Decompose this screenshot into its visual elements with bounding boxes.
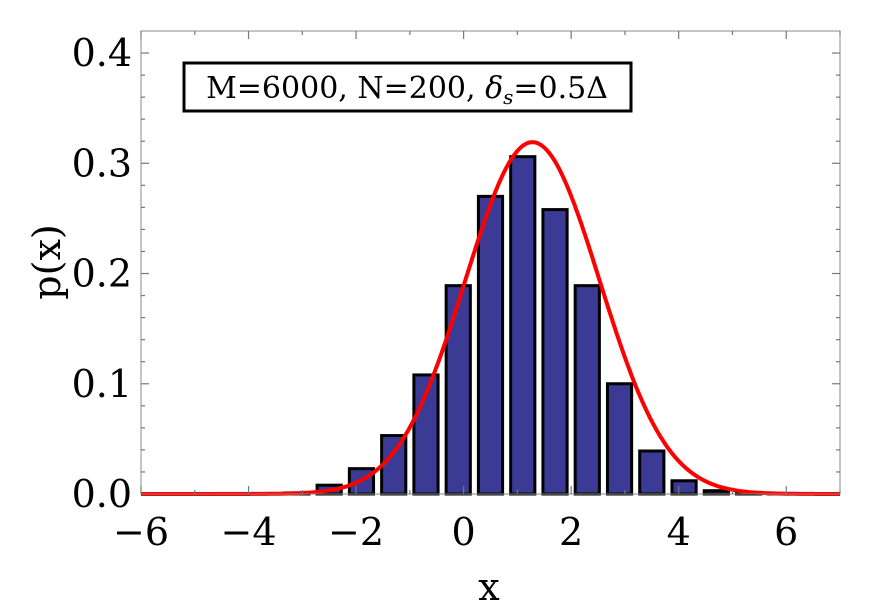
y-tick-label: 0.2 [72,252,132,296]
bar-8 [476,194,505,496]
annotation-prefix: M=6000, N=200, [206,71,485,106]
annotation-box: M=6000, N=200, δs=0.5Δ [182,61,633,113]
x-tick-label: 0 [452,510,476,554]
bar-10 [541,208,569,496]
bar-13 [638,449,666,496]
annotation-frame [182,61,633,113]
y-tick-label: 0.0 [72,472,132,516]
bar-12 [605,382,634,496]
y-tick-label: 0.4 [72,31,132,75]
x-tick-label: −6 [113,510,169,554]
bar-11 [573,284,601,496]
annotation-text: M=6000, N=200, δs=0.5Δ [206,71,608,109]
y-axis-title: p(x) [25,224,69,299]
x-tick-label: 6 [774,510,798,554]
annotation-suffix: =0.5Δ [513,71,608,106]
annotation-symbol: δ [485,71,503,106]
bar-7 [444,284,472,496]
x-tick-label: 2 [559,510,583,554]
x-tick-label: −4 [221,510,277,554]
axis-ticks [140,31,841,495]
x-axis-title: x [478,565,499,609]
bar-5 [380,434,408,496]
bars-group [218,155,795,496]
x-tick-label: 4 [667,510,691,554]
bar-14 [670,479,698,496]
y-tick-label: 0.1 [72,362,132,406]
y-tick-labels: 0.0 0.1 0.2 0.3 0.4 [72,31,132,516]
y-tick-label: 0.3 [72,141,132,185]
bar-9 [509,155,537,496]
x-tick-labels: −6 −4 −2 0 2 4 6 [113,510,798,554]
annotation-subscript: s [503,85,513,109]
plot-frame [140,30,841,495]
x-tick-label: −2 [328,510,384,554]
